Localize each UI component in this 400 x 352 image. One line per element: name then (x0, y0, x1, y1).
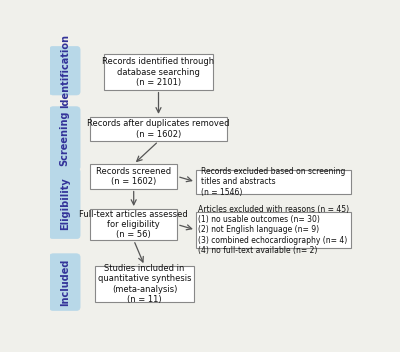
Text: Identification: Identification (60, 34, 70, 108)
FancyBboxPatch shape (90, 209, 177, 240)
FancyBboxPatch shape (49, 107, 80, 170)
FancyBboxPatch shape (95, 266, 194, 302)
Text: Records identified through
database searching
(n = 2101): Records identified through database sear… (102, 57, 214, 87)
Text: Records screened
(n = 1602): Records screened (n = 1602) (96, 167, 171, 186)
Text: Included: Included (60, 258, 70, 306)
FancyBboxPatch shape (90, 117, 227, 141)
Text: Records after duplicates removed
(n = 1602): Records after duplicates removed (n = 16… (87, 119, 230, 139)
FancyBboxPatch shape (104, 55, 213, 90)
FancyBboxPatch shape (49, 46, 80, 95)
FancyBboxPatch shape (49, 168, 80, 239)
FancyBboxPatch shape (196, 212, 351, 248)
Text: Screening: Screening (60, 111, 70, 166)
FancyBboxPatch shape (49, 254, 80, 310)
Text: Articles excluded with reasons (n = 45)
(1) no usable outcomes (n= 30)
(2) not E: Articles excluded with reasons (n = 45) … (198, 205, 349, 255)
Text: Records excluded based on screening
titles and abstracts
(n = 1546): Records excluded based on screening titl… (201, 167, 345, 197)
FancyBboxPatch shape (196, 170, 351, 194)
FancyBboxPatch shape (90, 164, 177, 189)
Text: Eligibility: Eligibility (60, 177, 70, 230)
Text: Full-text articles assessed
for eligibility
(n = 56): Full-text articles assessed for eligibil… (79, 209, 188, 239)
Text: Studies included in
quantitative synthesis
(meta-analysis)
(n = 11): Studies included in quantitative synthes… (98, 264, 191, 304)
